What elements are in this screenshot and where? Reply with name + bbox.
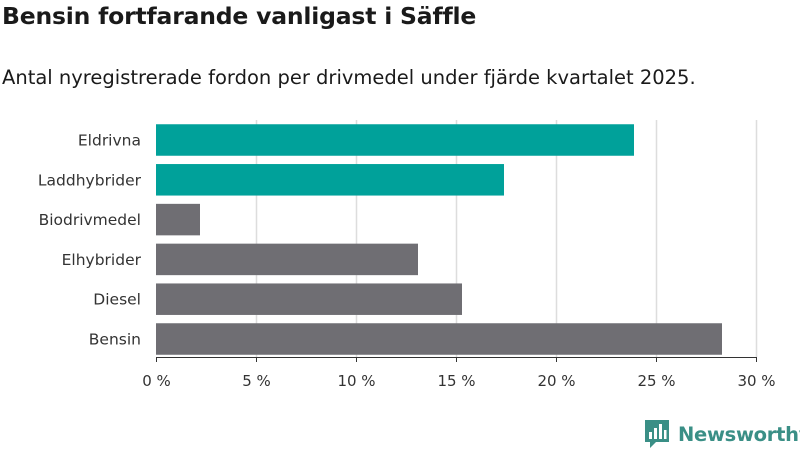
category-label: Biodrivmedel [39,211,141,229]
chart-subtitle: Antal nyregistrerade fordon per drivmede… [2,66,696,89]
bars [156,124,722,355]
category-label: Diesel [93,291,141,309]
bar-eldrivna [156,124,634,156]
bar-diesel [156,283,462,315]
chart-title: Bensin fortfarande vanligast i Säffle [2,2,477,30]
category-label: Bensin [89,331,141,349]
x-tick-label: 30 % [737,372,775,390]
gridlines [255,120,758,357]
category-label: Laddhybrider [38,171,142,189]
category-label: Elhybrider [62,251,142,269]
x-tick-label: 0 % [142,372,171,390]
x-tick-label: 15 % [437,372,475,390]
newsworthy-logo-icon [645,420,669,448]
bar-bensin [156,323,722,355]
category-label: Eldrivna [78,132,141,150]
bar-elhybrider [156,243,418,276]
brand-name: Newsworthy [678,422,800,446]
x-tick-label: 25 % [637,372,675,390]
x-axis: 0 % 5 % 10 % 15 % 20 % 25 % 30 % [142,357,776,390]
bar-laddhybrider [156,164,504,196]
x-tick-label: 10 % [337,372,375,390]
category-labels: Eldrivna Laddhybrider Biodrivmedel Elhybrid… [38,132,142,349]
x-tick-label: 20 % [537,372,575,390]
x-tick-label: 5 % [242,372,271,390]
brand-logo: Newsworthy [644,419,800,449]
bar-biodrivmedel [156,203,200,236]
